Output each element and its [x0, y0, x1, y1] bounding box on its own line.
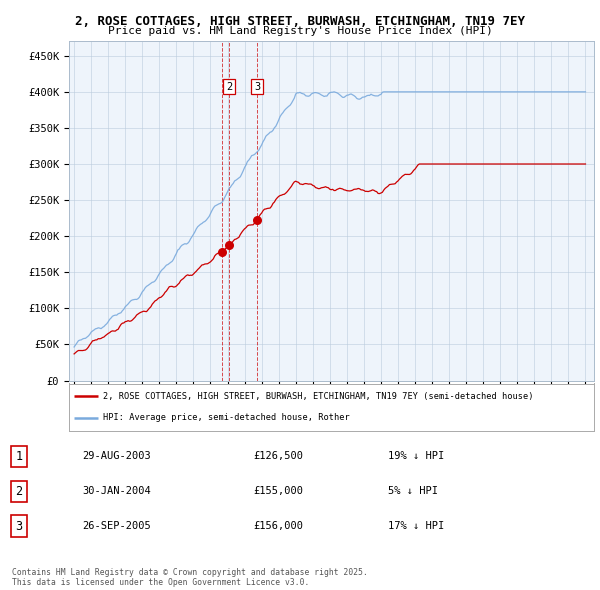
Text: 2, ROSE COTTAGES, HIGH STREET, BURWASH, ETCHINGHAM, TN19 7EY (semi-detached hous: 2, ROSE COTTAGES, HIGH STREET, BURWASH, …: [103, 392, 533, 401]
Text: 3: 3: [16, 520, 22, 533]
Text: 29-AUG-2003: 29-AUG-2003: [82, 451, 151, 461]
Text: 17% ↓ HPI: 17% ↓ HPI: [388, 521, 445, 531]
Text: £156,000: £156,000: [253, 521, 303, 531]
Text: Price paid vs. HM Land Registry's House Price Index (HPI): Price paid vs. HM Land Registry's House …: [107, 26, 493, 36]
Text: Contains HM Land Registry data © Crown copyright and database right 2025.
This d: Contains HM Land Registry data © Crown c…: [12, 568, 368, 587]
Point: [252, 215, 262, 224]
Text: 1: 1: [16, 450, 22, 463]
Text: 2: 2: [16, 484, 22, 498]
Point: [224, 240, 233, 250]
Text: 19% ↓ HPI: 19% ↓ HPI: [388, 451, 445, 461]
Text: £126,500: £126,500: [253, 451, 303, 461]
Text: £155,000: £155,000: [253, 486, 303, 496]
Text: 5% ↓ HPI: 5% ↓ HPI: [388, 486, 438, 496]
Text: 3: 3: [254, 81, 260, 91]
Text: 26-SEP-2005: 26-SEP-2005: [82, 521, 151, 531]
Text: HPI: Average price, semi-detached house, Rother: HPI: Average price, semi-detached house,…: [103, 414, 350, 422]
Text: 30-JAN-2004: 30-JAN-2004: [82, 486, 151, 496]
Text: 2, ROSE COTTAGES, HIGH STREET, BURWASH, ETCHINGHAM, TN19 7EY: 2, ROSE COTTAGES, HIGH STREET, BURWASH, …: [75, 15, 525, 28]
Text: 2: 2: [226, 81, 232, 91]
Point: [217, 247, 227, 257]
